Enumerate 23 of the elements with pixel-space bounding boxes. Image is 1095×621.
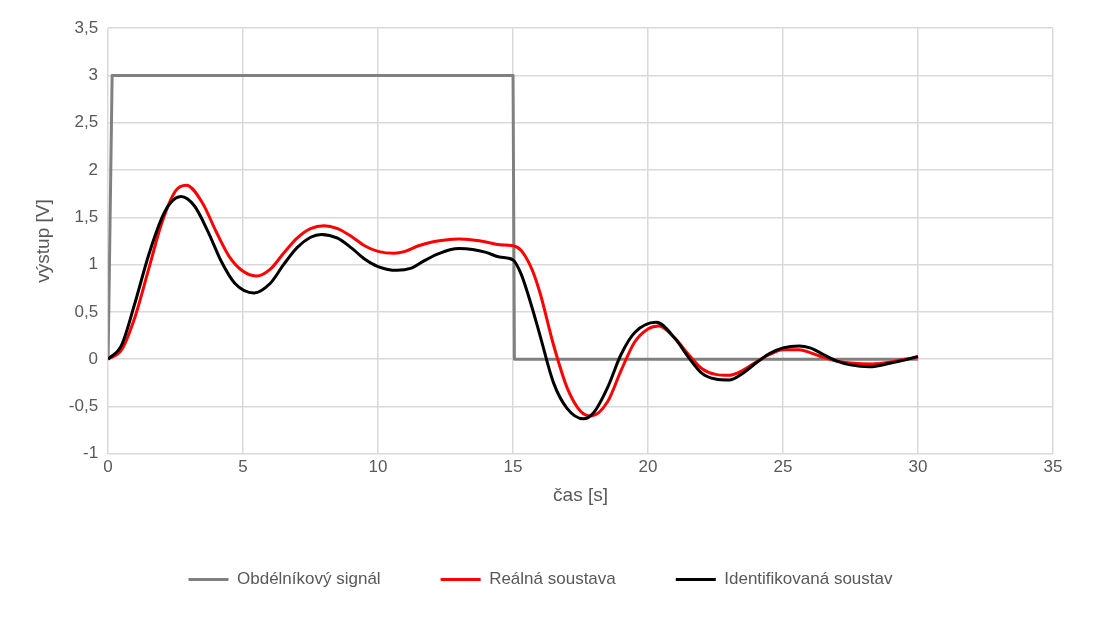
x-axis-title: čas [s]	[553, 483, 608, 505]
x-tick-label: 20	[638, 456, 658, 476]
y-tick-label: 0	[88, 348, 99, 368]
x-tick-label: 35	[1043, 456, 1063, 476]
y-axis-title: výstup [V]	[31, 199, 53, 283]
legend-label: Obdélníkový signál	[237, 569, 381, 589]
x-tick-label: 0	[103, 456, 113, 476]
legend-label: Reálná soustava	[489, 569, 617, 589]
y-tick-label: 3,5	[74, 17, 99, 37]
x-tick-label: 10	[368, 456, 388, 476]
y-tick-label: 1	[88, 254, 99, 274]
y-tick-label: 2,5	[74, 112, 99, 132]
y-tick-label: -0,5	[68, 396, 99, 416]
x-tick-label: 30	[908, 456, 928, 476]
legend-label: Identifikovaná soustav	[724, 569, 893, 589]
y-tick-label: -1	[82, 443, 99, 463]
x-tick-label: 5	[238, 456, 248, 476]
y-tick-label: 0,5	[74, 301, 99, 321]
x-tick-label: 15	[503, 456, 523, 476]
x-tick-label: 25	[773, 456, 793, 476]
y-tick-label: 3	[88, 65, 99, 85]
y-tick-label: 1,5	[74, 207, 99, 227]
y-tick-label: 2	[88, 159, 99, 179]
